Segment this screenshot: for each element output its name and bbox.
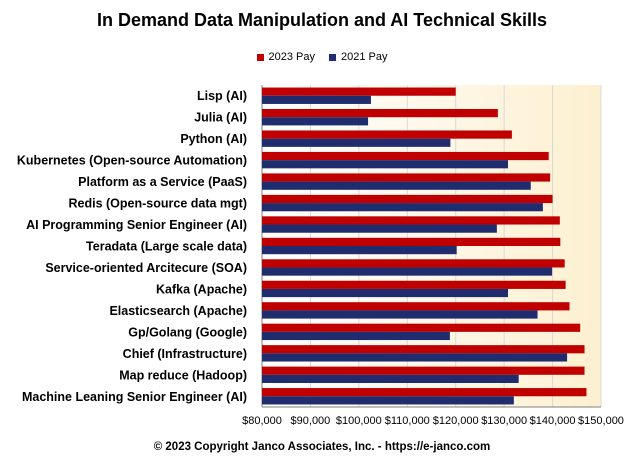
legend: 2023 Pay 2021 Pay [0, 51, 644, 63]
bar-2023-6 [262, 216, 560, 225]
bar-2021-14 [262, 396, 514, 405]
bar-2023-2 [262, 130, 512, 139]
bar-2021-1 [262, 117, 369, 126]
bar-2023-7 [262, 237, 561, 246]
bar-2021-12 [262, 353, 568, 362]
legend-label-2021: 2021 Pay [341, 51, 388, 63]
bar-2023-3 [262, 151, 549, 161]
bar-2021-3 [262, 160, 509, 169]
x-tick-label-7: $150,000 [578, 415, 624, 427]
category-label-12: Chief (Infrastructure) [123, 347, 247, 361]
category-label-2: Python (AI) [180, 132, 247, 146]
x-tick-label-5: $130,000 [481, 415, 527, 427]
bar-2023-8 [262, 259, 565, 268]
bar-2021-0 [262, 95, 371, 104]
bar-2021-13 [262, 374, 519, 383]
copyright-footer: © 2023 Copyright Janco Associates, Inc. … [153, 441, 491, 453]
category-label-6: AI Programming Senior Engineer (AI) [26, 218, 247, 232]
bar-2023-14 [262, 388, 587, 397]
chart-title: In Demand Data Manipulation and AI Techn… [96, 10, 548, 30]
legend-swatch-2021 [329, 53, 336, 61]
bar-2021-10 [262, 310, 538, 319]
legend-item-2021: 2021 Pay [329, 51, 387, 63]
category-label-5: Redis (Open-source data mgt) [69, 197, 248, 211]
bar-2021-7 [262, 246, 457, 255]
bar-2023-10 [262, 302, 570, 311]
bar-2023-11 [262, 323, 581, 332]
bar-2023-1 [262, 109, 498, 118]
x-tick-label-1: $90,000 [291, 415, 331, 427]
bar-2023-0 [262, 87, 456, 96]
legend-swatch-2023 [256, 53, 264, 61]
category-label-7: Teradata (Large scale data) [86, 240, 247, 254]
category-label-10: Elasticsearch (Apache) [109, 304, 247, 318]
bar-2023-5 [262, 194, 553, 204]
x-tick-label-0: $80,000 [242, 415, 282, 427]
category-label-13: Map reduce (Hadoop) [119, 368, 247, 382]
category-label-0: Lisp (AI) [197, 89, 247, 103]
bar-2023-9 [262, 280, 566, 289]
bar-2021-8 [262, 267, 553, 276]
x-tick-label-6: $140,000 [530, 415, 576, 427]
category-label-4: Platform as a Service (PaaS) [78, 175, 247, 189]
bar-2023-13 [262, 366, 585, 375]
category-label-9: Kafka (Apache) [156, 282, 247, 296]
bar-2023-4 [262, 173, 551, 182]
bar-2021-5 [262, 203, 543, 212]
bar-2021-9 [262, 288, 509, 298]
bar-2021-2 [262, 138, 451, 147]
bar-2021-6 [262, 224, 497, 233]
legend-label-2023: 2023 Pay [268, 51, 315, 63]
bar-2023-12 [262, 345, 585, 354]
x-tick-label-4: $120,000 [433, 415, 479, 427]
category-label-11: Gp/Golang (Google) [128, 325, 247, 339]
x-tick-label-2: $100,000 [336, 415, 382, 427]
category-label-1: Julia (AI) [194, 111, 247, 125]
bar-2021-11 [262, 331, 450, 341]
category-label-8: Service-oriented Arcitecure (SOA) [45, 261, 247, 275]
x-tick-label-3: $110,000 [385, 415, 430, 427]
bar-2021-4 [262, 181, 531, 190]
category-label-14: Machine Leaning Senior Engineer (AI) [22, 390, 247, 404]
legend-item-2023: 2023 Pay [256, 51, 315, 63]
category-label-3: Kubernetes (Open-source Automation) [17, 154, 247, 168]
